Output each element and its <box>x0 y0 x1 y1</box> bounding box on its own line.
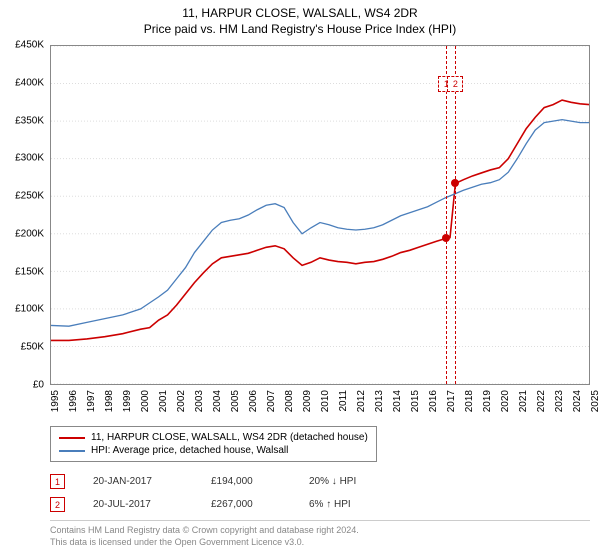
y-tick-label: £50K <box>21 342 44 353</box>
transaction-row: 2 20-JUL-2017 £267,000 6% ↑ HPI <box>50 493 389 516</box>
chart-plot-area: 12 <box>50 45 590 385</box>
x-tick-label: 2004 <box>212 390 223 412</box>
attribution-footer: Contains HM Land Registry data © Crown c… <box>50 520 590 548</box>
x-tick-label: 1997 <box>86 390 97 412</box>
chart-subtitle: Price paid vs. HM Land Registry's House … <box>0 20 600 36</box>
transaction-marker: 1 <box>50 474 65 489</box>
transaction-price: £194,000 <box>211 476 281 487</box>
transaction-delta: 20% ↓ HPI <box>309 476 389 487</box>
x-tick-label: 2011 <box>338 390 349 412</box>
x-tick-label: 1996 <box>68 390 79 412</box>
x-tick-label: 2002 <box>176 390 187 412</box>
y-axis-labels: £0£50K£100K£150K£200K£250K£300K£350K£400… <box>0 45 48 385</box>
y-tick-label: £200K <box>15 228 44 239</box>
transaction-marker: 2 <box>50 497 65 512</box>
y-tick-label: £400K <box>15 77 44 88</box>
legend-swatch <box>59 450 85 452</box>
y-tick-label: £300K <box>15 153 44 164</box>
x-tick-label: 2009 <box>302 390 313 412</box>
x-tick-label: 1995 <box>50 390 61 412</box>
footer-line-2: This data is licensed under the Open Gov… <box>50 537 590 549</box>
sale-marker-label: 2 <box>447 76 463 92</box>
x-tick-label: 2023 <box>554 390 565 412</box>
transaction-delta: 6% ↑ HPI <box>309 499 389 510</box>
x-tick-label: 2005 <box>230 390 241 412</box>
x-tick-label: 2001 <box>158 390 169 412</box>
y-tick-label: £450K <box>15 40 44 51</box>
x-tick-label: 2017 <box>446 390 457 412</box>
footer-line-1: Contains HM Land Registry data © Crown c… <box>50 525 590 537</box>
x-tick-label: 2003 <box>194 390 205 412</box>
sale-marker-vline <box>455 46 456 384</box>
legend-label: 11, HARPUR CLOSE, WALSALL, WS4 2DR (deta… <box>91 432 368 443</box>
chart-svg <box>51 46 589 384</box>
transaction-price: £267,000 <box>211 499 281 510</box>
y-tick-label: £150K <box>15 266 44 277</box>
x-tick-label: 2021 <box>518 390 529 412</box>
x-tick-label: 2013 <box>374 390 385 412</box>
sale-marker-dot <box>451 179 459 187</box>
x-tick-label: 2010 <box>320 390 331 412</box>
transaction-date: 20-JAN-2017 <box>93 476 183 487</box>
x-tick-label: 2018 <box>464 390 475 412</box>
x-axis-labels: 1995 1996 1997 1998 1999 2000 2001 2002 2003 2004… <box>50 388 590 428</box>
x-tick-label: 2025 <box>590 390 600 412</box>
transaction-table: 1 20-JAN-2017 £194,000 20% ↓ HPI 2 20-JU… <box>50 470 389 516</box>
x-tick-label: 2006 <box>248 390 259 412</box>
x-tick-label: 2022 <box>536 390 547 412</box>
x-tick-label: 2024 <box>572 390 583 412</box>
x-tick-label: 1998 <box>104 390 115 412</box>
transaction-row: 1 20-JAN-2017 £194,000 20% ↓ HPI <box>50 470 389 493</box>
y-tick-label: £250K <box>15 191 44 202</box>
x-tick-label: 2007 <box>266 390 277 412</box>
transaction-date: 20-JUL-2017 <box>93 499 183 510</box>
chart-legend: 11, HARPUR CLOSE, WALSALL, WS4 2DR (deta… <box>50 426 377 462</box>
y-tick-label: £350K <box>15 115 44 126</box>
x-tick-label: 2014 <box>392 390 403 412</box>
x-tick-label: 2000 <box>140 390 151 412</box>
legend-item: HPI: Average price, detached house, Wals… <box>59 444 368 457</box>
legend-label: HPI: Average price, detached house, Wals… <box>91 445 288 456</box>
legend-item: 11, HARPUR CLOSE, WALSALL, WS4 2DR (deta… <box>59 431 368 444</box>
y-tick-label: £0 <box>33 380 44 391</box>
x-tick-label: 2015 <box>410 390 421 412</box>
x-tick-label: 2020 <box>500 390 511 412</box>
x-tick-label: 2012 <box>356 390 367 412</box>
x-tick-label: 1999 <box>122 390 133 412</box>
x-tick-label: 2016 <box>428 390 439 412</box>
y-tick-label: £100K <box>15 304 44 315</box>
x-tick-label: 2019 <box>482 390 493 412</box>
sale-marker-vline <box>446 46 447 384</box>
chart-title: 11, HARPUR CLOSE, WALSALL, WS4 2DR <box>0 0 600 20</box>
legend-swatch <box>59 437 85 439</box>
x-tick-label: 2008 <box>284 390 295 412</box>
sale-marker-dot <box>442 234 450 242</box>
